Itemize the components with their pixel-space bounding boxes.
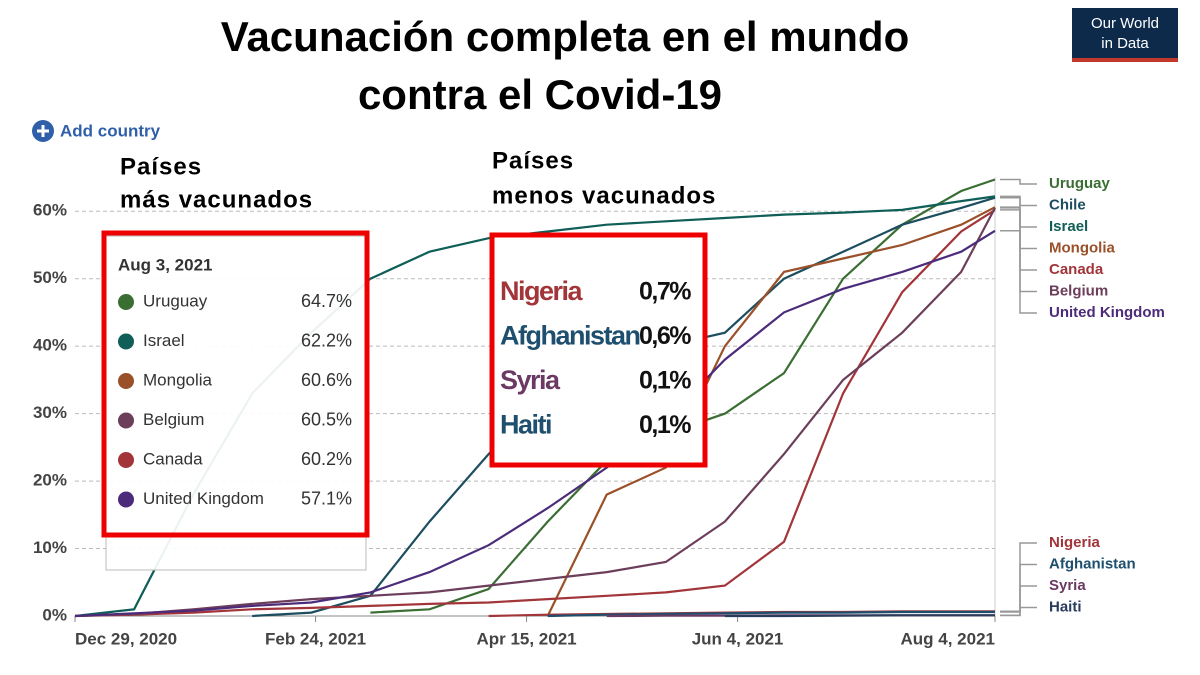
legend-connector: [1000, 196, 1037, 207]
legend-label: Uruguay: [1049, 175, 1111, 192]
logo: [1072, 8, 1178, 62]
callout-name: Syria: [500, 365, 561, 395]
legend-connector: [1000, 195, 1037, 228]
tooltip-value: 60.5%: [301, 409, 352, 429]
legend-label: Syria: [1049, 577, 1086, 594]
tooltip-name: Belgium: [143, 410, 204, 429]
legend-connector: [1000, 178, 1037, 185]
legend-label: Mongolia: [1049, 239, 1115, 256]
add-icon-plus[interactable]: [37, 125, 49, 137]
callout-value: 0,1%: [639, 367, 691, 395]
highlight-box: [101, 230, 370, 538]
legend-label: Haiti: [1049, 598, 1082, 615]
y-tick-label: 60%: [33, 201, 67, 220]
x-tick-label: Dec 29, 2020: [75, 629, 177, 648]
chart-title: Vacunación completa en el mundo: [221, 13, 910, 60]
overlay: Uruguay Chile Israel Mongolia Canada Belgium U…: [101, 175, 1165, 617]
y-tick-label: 10%: [33, 538, 67, 557]
callout-name: Afghanistan: [500, 321, 640, 351]
legend-label: Chile: [1049, 196, 1086, 213]
y-tick-label: 40%: [33, 336, 67, 355]
legend-label: Nigeria: [1049, 534, 1101, 551]
x-tick-label: Jun 4, 2021: [692, 629, 784, 648]
callout-value: 0,7%: [639, 278, 691, 306]
series-line: [74, 207, 996, 618]
x-tick-label: Feb 24, 2021: [265, 629, 366, 648]
legend-connector: [1000, 209, 1037, 271]
y-tick-label: 0%: [42, 605, 67, 624]
tooltip-name: United Kingdom: [143, 489, 264, 508]
series-line: [724, 614, 995, 618]
legend-connector: [1000, 606, 1037, 617]
callout-box: [489, 232, 708, 468]
tooltip-value: 64.7%: [301, 291, 352, 311]
tooltip-swatch: [118, 491, 134, 508]
legend-connector: [1000, 563, 1037, 613]
annotation: Países: [120, 153, 202, 180]
callout-name: Haiti: [500, 410, 551, 440]
legend-connector: [1000, 542, 1037, 613]
y-tick-label: 30%: [33, 403, 67, 422]
tooltip-swatch: [118, 294, 134, 310]
tooltip-swatch: [118, 333, 134, 350]
legend-connector: [1000, 206, 1037, 250]
logo-bar: [1072, 58, 1178, 62]
callout-value: 0,6%: [639, 322, 691, 350]
legend-label: Belgium: [1049, 282, 1108, 299]
legend-label: Israel: [1049, 218, 1088, 235]
tooltip-name: Mongolia: [143, 370, 213, 389]
tooltip-swatch: [118, 412, 134, 429]
tooltip-name: Canada: [143, 449, 203, 468]
plot-area: 0% 10% 20% 30% 40% 50% 60% Dec 29, 2020 Feb 24, …: [33, 177, 996, 648]
legend-connector: [1000, 207, 1037, 293]
tooltip-value: 57.1%: [301, 488, 352, 508]
tooltip-title: Aug 3, 2021: [118, 255, 213, 274]
series-line: [546, 206, 996, 617]
tooltip-name: Israel: [143, 331, 185, 350]
callout-name: Nigeria: [500, 276, 584, 306]
series-line: [74, 208, 996, 618]
series-line: [74, 229, 996, 618]
tooltip-value: 60.2%: [301, 449, 352, 469]
logo-text: in Data: [1101, 35, 1149, 52]
tooltip-name: Uruguay: [143, 291, 208, 310]
y-tick-label: 20%: [33, 471, 67, 490]
tooltip-value: 60.6%: [301, 370, 352, 390]
x-tick-label: Apr 15, 2021: [476, 629, 576, 648]
legend-connector: [1000, 230, 1037, 314]
annotation: menos vacunados: [492, 182, 716, 209]
series-line: [547, 610, 995, 618]
legend-label: Afghanistan: [1049, 555, 1136, 572]
annotation: Países: [492, 147, 574, 174]
logo-text: Our World: [1091, 15, 1159, 32]
y-tick-label: 50%: [33, 268, 67, 287]
chart-title: contra el Covid-19: [358, 71, 722, 118]
tooltip-swatch: [118, 373, 134, 389]
annotation: más vacunados: [120, 186, 313, 213]
tooltip-box: [105, 235, 367, 571]
x-tick-label: Aug 4, 2021: [901, 629, 996, 648]
tooltip-swatch: [118, 452, 134, 468]
legend-label: United Kingdom: [1049, 304, 1165, 321]
legend-label: Canada: [1049, 261, 1104, 278]
add-country[interactable]: Add country: [60, 121, 161, 140]
tooltip-value: 62.2%: [301, 330, 352, 350]
callout-value: 0,1%: [639, 411, 691, 439]
